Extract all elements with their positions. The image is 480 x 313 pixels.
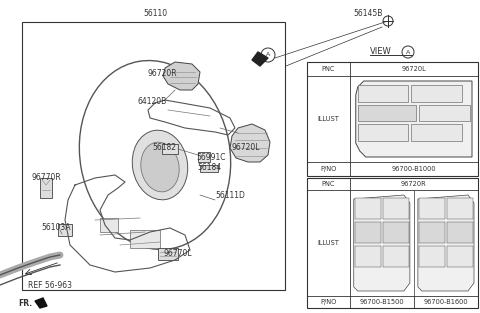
Text: FR.: FR. [18,300,32,309]
Bar [307,178,478,308]
Text: 56991C: 56991C [196,153,226,162]
Bar [130,230,160,248]
Text: 96700-B1000: 96700-B1000 [392,166,436,172]
Bar [358,105,416,121]
Bar [419,222,445,243]
Bar [383,222,409,243]
Polygon shape [354,195,410,291]
Bar [355,222,381,243]
Ellipse shape [132,130,188,200]
Bar [40,178,52,198]
Text: A: A [406,49,410,54]
Bar [447,222,473,243]
Bar [162,144,178,154]
Bar [307,62,478,176]
Text: 64120B: 64120B [138,98,167,106]
Polygon shape [252,52,268,66]
Text: PNC: PNC [322,66,335,72]
Polygon shape [163,62,200,90]
Text: 96720R: 96720R [401,181,427,187]
Bar [420,105,470,121]
Text: 56111D: 56111D [215,191,245,199]
Text: P/NO: P/NO [320,166,336,172]
Bar [22,22,285,290]
Text: 96770R: 96770R [32,173,62,182]
Bar [447,198,473,219]
Polygon shape [35,298,47,308]
Bar [447,246,473,267]
Bar [358,125,408,141]
Bar [358,85,408,102]
Text: ILLUST: ILLUST [317,116,339,122]
Bar [355,198,381,219]
Text: 96720R: 96720R [148,69,178,79]
Text: P/NO: P/NO [320,299,336,305]
Text: ILLUST: ILLUST [317,240,339,246]
Text: 56182: 56182 [152,143,176,152]
Text: VIEW: VIEW [370,48,392,57]
Text: 56145B: 56145B [353,8,383,18]
Bar [411,125,462,141]
Text: 96700-B1600: 96700-B1600 [424,299,468,305]
Text: 96770L: 96770L [163,249,192,258]
Bar [355,246,381,267]
Text: REF 56-963: REF 56-963 [28,281,72,290]
Text: 56184: 56184 [197,163,221,172]
Text: 96700-B1500: 96700-B1500 [360,299,404,305]
Bar [198,152,210,162]
Polygon shape [418,195,474,291]
Text: 56103A: 56103A [41,223,71,233]
Text: 96720L: 96720L [232,143,261,152]
Bar [158,248,178,260]
Bar [411,85,462,102]
Ellipse shape [141,142,179,192]
Text: 96720L: 96720L [401,66,426,72]
Bar [383,246,409,267]
Polygon shape [230,124,270,162]
Bar [383,198,409,219]
Bar [419,198,445,219]
Bar [419,246,445,267]
Bar [200,165,218,172]
Bar [100,218,118,232]
Text: 56110: 56110 [143,8,167,18]
Bar [58,224,72,236]
Polygon shape [356,81,472,157]
Text: A: A [266,53,270,58]
Text: PNC: PNC [322,181,335,187]
